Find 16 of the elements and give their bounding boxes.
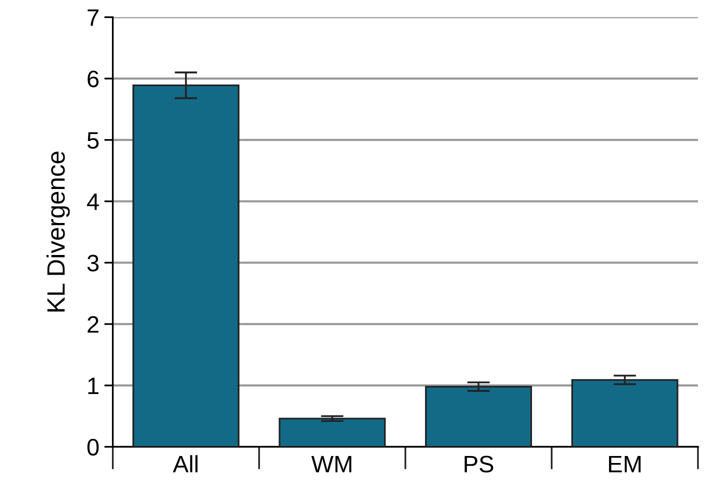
y-axis-title: KL Divergence (46, 152, 70, 312)
y-tick-label: 0 (87, 438, 99, 456)
x-tick-label: All (172, 455, 198, 472)
y-tick-label: 6 (88, 70, 99, 88)
bar (278, 418, 386, 447)
x-tick-label: PS (464, 456, 494, 472)
y-tick-label: 7 (88, 9, 98, 26)
y-tick-label: 5 (87, 132, 99, 149)
bar (571, 379, 678, 447)
y-tick-label: 3 (87, 254, 99, 272)
y-tick-label: 4 (87, 194, 99, 210)
y-tick-label: 2 (88, 316, 98, 333)
x-tick-label: EM (609, 456, 641, 472)
bar (425, 386, 532, 447)
x-tick-label: WM (311, 456, 352, 472)
y-tick-label: 1 (88, 378, 98, 394)
